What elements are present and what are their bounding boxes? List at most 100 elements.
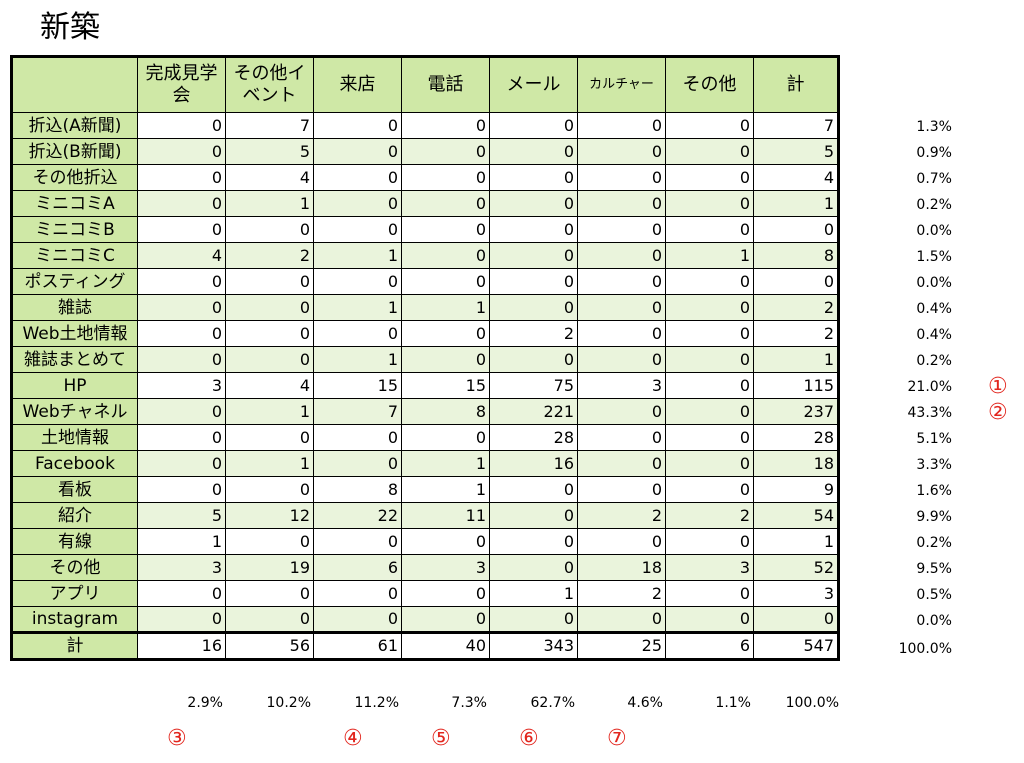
cell-value: 0 <box>313 112 402 139</box>
table-row: ポスティング 0 0 0 0 0 0 0 0 <box>11 268 839 295</box>
cell-value: 28 <box>753 424 839 451</box>
row-label: ミニコミA <box>11 190 138 217</box>
cell-value: 0 <box>401 346 490 373</box>
cell-value: 2 <box>665 502 754 529</box>
cell-value: 8 <box>401 398 490 425</box>
table-row: 看板 0 0 8 1 0 0 0 9 <box>11 476 839 503</box>
column-header: 来店 <box>313 56 402 113</box>
cell-value: 1 <box>401 294 490 321</box>
table-row: 有線 1 0 0 0 0 0 0 1 <box>11 528 839 555</box>
total-value: 40 <box>401 631 490 660</box>
cell-value: 0 <box>313 268 402 295</box>
row-pct: 9.9% <box>916 509 952 525</box>
row-label: instagram <box>11 606 138 633</box>
cell-value: 0 <box>137 190 226 217</box>
row-pct: 0.7% <box>916 171 952 187</box>
cell-value: 0 <box>489 294 578 321</box>
cell-value: 0 <box>665 112 754 139</box>
cell-value: 0 <box>665 346 754 373</box>
cell-value: 0 <box>665 450 754 477</box>
cell-value: 54 <box>753 502 839 529</box>
row-pct: 0.0% <box>916 613 952 629</box>
column-pct: 62.7% <box>530 695 575 711</box>
row-pct: 0.9% <box>916 145 952 161</box>
row-label: 看板 <box>11 476 138 503</box>
column-header: その他 <box>665 56 754 113</box>
cell-value: 1 <box>753 528 839 555</box>
cell-value: 0 <box>489 554 578 581</box>
cell-value: 2 <box>753 294 839 321</box>
cell-value: 1 <box>225 450 314 477</box>
column-pct: 11.2% <box>354 695 399 711</box>
cell-value: 1 <box>313 346 402 373</box>
cell-value: 16 <box>489 450 578 477</box>
table-row: その他 3 19 6 3 0 18 3 52 <box>11 554 839 581</box>
cell-value: 0 <box>489 268 578 295</box>
cell-value: 0 <box>225 424 314 451</box>
cell-value: 0 <box>577 164 666 191</box>
total-value: 16 <box>137 631 226 660</box>
cell-value: 28 <box>489 424 578 451</box>
cell-value: 0 <box>401 606 490 633</box>
cell-value: 0 <box>577 268 666 295</box>
cell-value: 0 <box>577 294 666 321</box>
cell-value: 0 <box>313 424 402 451</box>
page-title: 新築 <box>40 10 100 45</box>
row-pct: 1.5% <box>916 249 952 265</box>
column-header: 完成見学会 <box>137 56 226 113</box>
cell-value: 0 <box>665 606 754 633</box>
cell-value: 1 <box>753 190 839 217</box>
table-row: ミニコミB 0 0 0 0 0 0 0 0 <box>11 216 839 243</box>
cell-value: 0 <box>577 320 666 347</box>
row-marker: ② <box>988 400 1008 425</box>
column-marker: ⑤ <box>431 726 451 751</box>
table-row: 折込(B新聞) 0 5 0 0 0 0 0 5 <box>11 138 839 165</box>
column-pct: 10.2% <box>266 695 311 711</box>
row-pct: 0.4% <box>916 327 952 343</box>
total-value: 6 <box>665 631 754 660</box>
column-header: その他イベント <box>225 56 314 113</box>
cell-value: 1 <box>137 528 226 555</box>
cell-value: 0 <box>401 190 490 217</box>
cell-value: 0 <box>225 528 314 555</box>
row-label: 雑誌 <box>11 294 138 321</box>
table-row: その他折込 0 4 0 0 0 0 0 4 <box>11 164 839 191</box>
row-pct: 0.0% <box>916 223 952 239</box>
cell-value: 19 <box>225 554 314 581</box>
row-pct: 3.3% <box>916 457 952 473</box>
cell-value: 0 <box>137 606 226 633</box>
cell-value: 3 <box>137 372 226 399</box>
total-value: 547 <box>753 631 839 660</box>
cell-value: 1 <box>665 242 754 269</box>
cell-value: 0 <box>225 346 314 373</box>
row-pct: 43.3% <box>907 405 952 421</box>
cell-value: 0 <box>489 346 578 373</box>
cell-value: 0 <box>137 476 226 503</box>
cell-value: 0 <box>665 190 754 217</box>
cell-value: 8 <box>313 476 402 503</box>
cell-value: 0 <box>401 112 490 139</box>
row-pct: 0.5% <box>916 587 952 603</box>
cell-value: 2 <box>577 580 666 607</box>
cell-value: 0 <box>401 164 490 191</box>
cell-value: 2 <box>753 320 839 347</box>
column-pct: 2.9% <box>187 695 223 711</box>
column-marker: ④ <box>343 726 363 751</box>
row-label: 紹介 <box>11 502 138 529</box>
cell-value: 75 <box>489 372 578 399</box>
cell-value: 3 <box>137 554 226 581</box>
cell-value: 0 <box>577 528 666 555</box>
cell-value: 0 <box>137 580 226 607</box>
data-table: 完成見学会 その他イベント 来店 電話 メール カルチャー その他計折込(A新聞) 0 7 0 0 0… <box>10 55 840 661</box>
cell-value: 0 <box>489 164 578 191</box>
total-value: 25 <box>577 631 666 660</box>
cell-value: 0 <box>225 606 314 633</box>
row-label: Web土地情報 <box>11 320 138 347</box>
table-row: HP 3 4 15 15 75 3 0 115 <box>11 372 839 399</box>
total-pct: 100.0% <box>898 641 952 657</box>
table-row: Webチャネル 0 1 7 8 221 0 0 237 <box>11 398 839 425</box>
cell-value: 0 <box>225 268 314 295</box>
cell-value: 0 <box>665 528 754 555</box>
cell-value: 0 <box>313 190 402 217</box>
cell-value: 6 <box>313 554 402 581</box>
